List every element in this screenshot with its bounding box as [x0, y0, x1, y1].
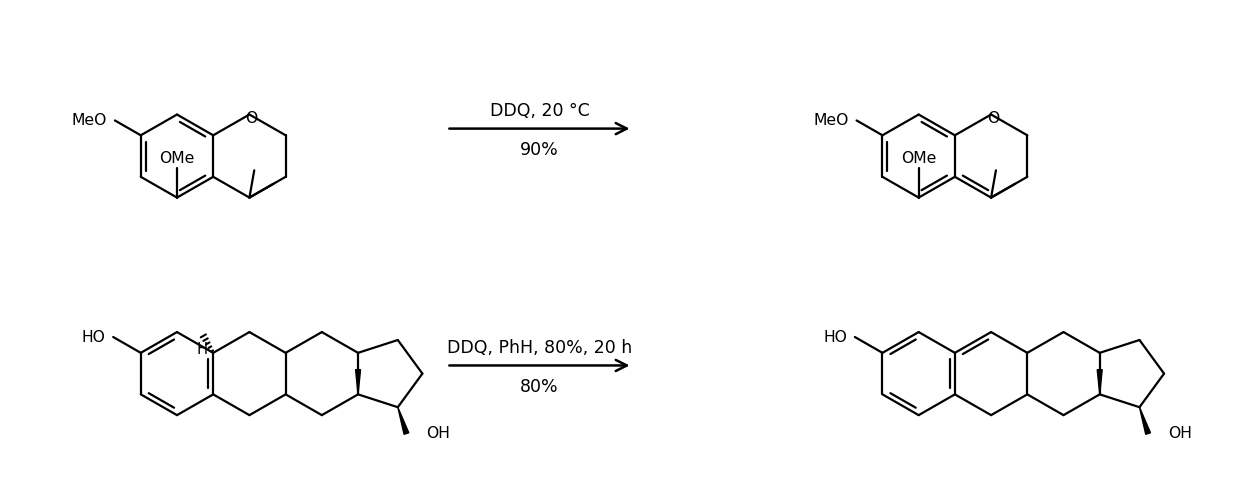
Text: O: O: [245, 111, 258, 126]
Text: DDQ, 20 °C: DDQ, 20 °C: [489, 102, 589, 120]
Text: OH: OH: [426, 426, 451, 441]
Polygon shape: [1139, 407, 1150, 434]
Text: MeO: MeO: [813, 113, 849, 128]
Text: H: H: [197, 342, 208, 357]
Text: 80%: 80%: [520, 378, 559, 396]
Polygon shape: [398, 407, 408, 434]
Text: HO: HO: [81, 329, 106, 344]
Text: 90%: 90%: [520, 141, 559, 159]
Text: OMe: OMe: [901, 151, 936, 166]
Text: O: O: [987, 111, 1000, 126]
Polygon shape: [356, 370, 361, 394]
Text: HO: HO: [823, 329, 847, 344]
Text: OMe: OMe: [159, 151, 194, 166]
Text: OH: OH: [1168, 426, 1191, 441]
Polygon shape: [1097, 370, 1102, 394]
Text: MeO: MeO: [71, 113, 107, 128]
Text: DDQ, PhH, 80%, 20 h: DDQ, PhH, 80%, 20 h: [447, 339, 632, 357]
